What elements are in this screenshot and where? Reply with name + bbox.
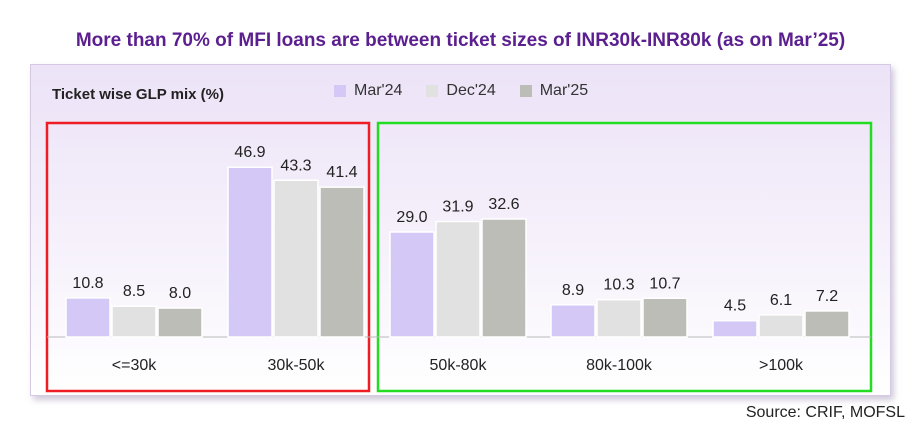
bar-4-1 (758, 314, 804, 338)
legend-swatch-dec24 (426, 85, 439, 97)
legend-swatch-mar25 (519, 85, 532, 97)
bar-value-label-0-2: 8.0 (169, 285, 191, 302)
highlight-box-1 (45, 121, 371, 393)
bar-4-2 (804, 310, 850, 338)
highlight-box-2 (376, 121, 873, 393)
bar-3-2 (642, 297, 688, 338)
bar-2-2 (481, 218, 527, 338)
bar-value-label-2-1: 31.9 (442, 199, 473, 216)
bar-0-1 (111, 305, 157, 338)
category-label-0: <=30k (112, 357, 157, 374)
bar-2-1 (435, 220, 481, 338)
legend-label-mar24: Mar'24 (354, 82, 403, 99)
bar-value-label-3-0: 8.9 (562, 282, 584, 299)
legend: Mar'24 Dec'24 Mar'25 (334, 82, 612, 100)
category-label-2: 50k-80k (430, 357, 488, 374)
bar-value-label-4-2: 7.2 (816, 288, 838, 305)
bar-3-1 (596, 298, 642, 338)
bar-1-2 (319, 186, 365, 338)
bar-2-0 (389, 231, 435, 338)
bar-value-label-4-1: 6.1 (770, 292, 792, 309)
legend-item-dec24: Dec'24 (426, 82, 496, 100)
category-label-3: 80k-100k (586, 357, 653, 374)
legend-label-mar25: Mar'25 (539, 82, 589, 99)
bar-1-0 (227, 166, 273, 338)
bar-4-0 (712, 319, 758, 338)
legend-label-dec24: Dec'24 (446, 82, 496, 99)
bar-value-label-1-0: 46.9 (234, 144, 265, 161)
bar-1-1 (273, 179, 319, 338)
bar-0-2 (157, 307, 203, 338)
headline: More than 70% of MFI loans are between t… (75, 30, 846, 51)
bar-value-label-3-2: 10.7 (649, 275, 680, 292)
bar-value-label-2-0: 29.0 (396, 209, 427, 226)
bar-value-label-2-2: 32.6 (488, 196, 519, 213)
chart-title: Ticket wise GLP mix (%) (52, 86, 225, 103)
legend-swatch-mar24 (334, 85, 346, 97)
bar-value-label-1-1: 43.3 (280, 157, 311, 174)
bar-value-label-1-2: 41.4 (326, 164, 357, 181)
bar-value-label-0-1: 8.5 (123, 283, 145, 300)
bar-value-label-3-1: 10.3 (603, 277, 634, 294)
category-label-1: 30k-50k (268, 357, 326, 374)
bar-0-0 (65, 297, 111, 338)
legend-item-mar24: Mar'24 (334, 82, 402, 100)
legend-item-mar25: Mar'25 (519, 82, 589, 100)
source-note: Source: CRIF, MOFSL (745, 404, 905, 421)
category-label-4: >100k (759, 357, 804, 374)
bar-value-label-0-0: 10.8 (72, 275, 103, 292)
bar-value-label-4-0: 4.5 (724, 298, 746, 315)
bar-3-0 (550, 304, 596, 338)
